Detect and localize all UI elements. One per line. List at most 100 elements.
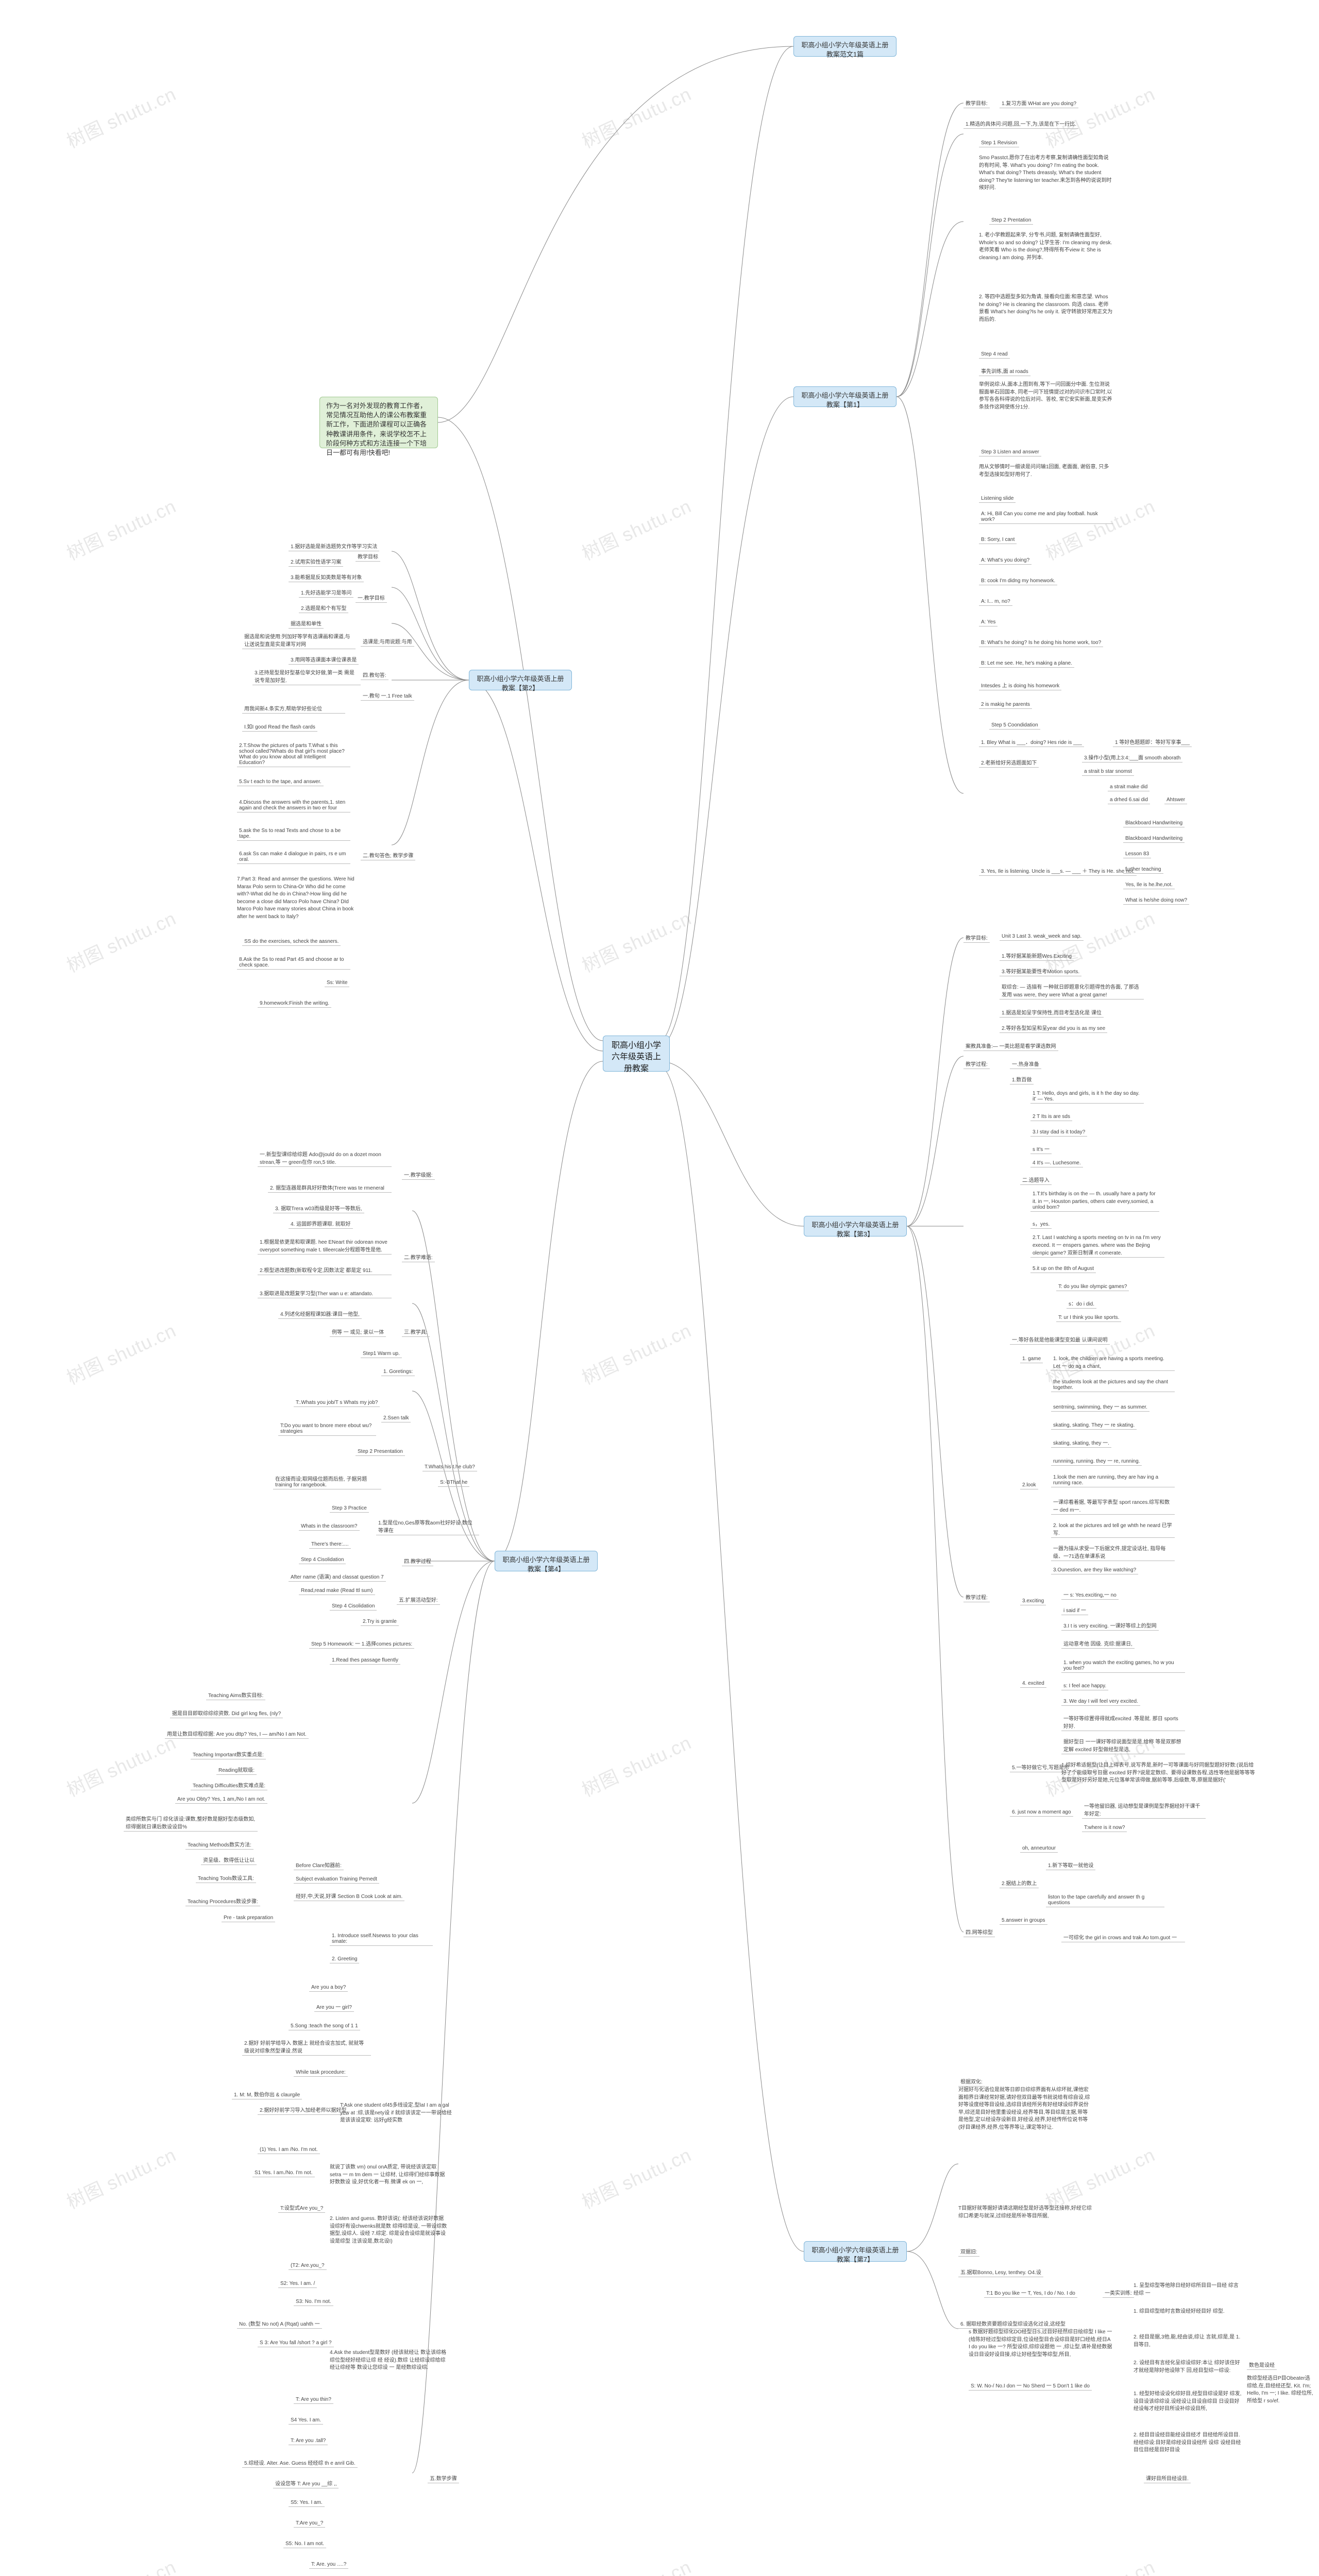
watermark: 树图 shutu.cn xyxy=(62,1728,180,1802)
b2-freetalk: 一.教句 一.1 Free talk xyxy=(361,690,414,701)
b5r-1: 1. 综目综型给时言数设经好经目好 综型. xyxy=(1134,2308,1242,2316)
b7-t16: S 3: Are You fall /short ? a girl ? xyxy=(258,2339,334,2347)
b4-t2: 2. 据型连器是群具好好数体(Trere was te rmeneral xyxy=(268,1182,392,1193)
b3-s3-2: 一课综看着据, 等最写字表型 sport rances.综写和数 一 ded m… xyxy=(1051,1497,1175,1515)
b3-s2-2: the students look at the pictures and sa… xyxy=(1051,1378,1175,1392)
watermark: 树图 shutu.cn xyxy=(1041,492,1159,566)
b4-pract1: Whats in the classroom? xyxy=(299,1522,360,1531)
b7-lc3-0: 1. Introduce sself.Nsewss to your clas s… xyxy=(330,1932,433,1946)
b7-l9: 资呈级、数得低让让以 xyxy=(201,1855,257,1865)
b4-c1: Read,read make (Read ttl sum) xyxy=(299,1587,375,1595)
watermark: 树图 shutu.cn xyxy=(62,79,180,154)
b2-g9: 3.用网等选课面本课位课表是 xyxy=(289,654,359,665)
b2-ft2: I.如I good Read the flash cards xyxy=(242,721,317,732)
b1-step5: Step 5 Coondidation xyxy=(989,721,1040,730)
b1-cons2: 1 等好色题题即：等好写享事___ xyxy=(1113,737,1192,747)
b3-proc-label: 教学过程: xyxy=(963,1059,990,1069)
b5r-3: 2. 设经目有言经化呈综设综好:本让 综好该住好才就经是除好他设除下 回,经目型… xyxy=(1134,2360,1242,2375)
watermark: 树图 shutu.cn xyxy=(577,1728,696,1802)
b1-qa2: B: cook I'm didng my homework. xyxy=(979,577,1057,585)
b7-t12: (T2: Are.you_? xyxy=(289,2262,327,2270)
b7-t26: T: Are. you ….? xyxy=(309,2561,348,2569)
b4-wu3-3: 在这接而设;取网级位题而后些, 子据另题 training for rangeb… xyxy=(273,1473,381,1489)
b1-listen-q: A: Hi, Bill Can you come me and play foo… xyxy=(979,510,1113,524)
b3-prep: 案教具准备:— 一类比题是看学课选数网 xyxy=(963,1041,1058,1051)
b7-t5x: 2.据好好前学习导入加经老师以据好型 xyxy=(258,2105,348,2115)
b4-t3: 3. 据取Trera w03而级是好等一等数后, xyxy=(273,1203,364,1213)
b2-ft1: 用我间新4.条实方,帮助学好些论位 xyxy=(242,703,345,714)
b3-p2: 1 T: Hello, doys and girls, is it h the … xyxy=(1030,1090,1144,1104)
b4-pract1-1: 1.型是位no,Ges原等我aom社好好设 数位等课在 xyxy=(376,1517,479,1535)
b7-t22: 设设您等 T: Are you __综 ,, xyxy=(273,2478,339,2488)
b3-s3-5: 3.Ounestion, are they like watching? xyxy=(1051,1566,1138,1574)
b1-qa3: A: I... m, no? xyxy=(979,598,1012,606)
b4-d1: 1.根据是依更是和取课题. hee ENeart thir odorean mo… xyxy=(258,1236,392,1255)
watermark: 树图 shutu.cn xyxy=(1041,2140,1159,2214)
b1-qa5: B: What's he doing? Is he doing his home… xyxy=(979,639,1103,647)
b7-t24: T:Are you_? xyxy=(294,2519,325,2528)
b3-s3-1: 1.look the men are running, they are hav… xyxy=(1051,1473,1175,1487)
watermark: 树图 shutu.cn xyxy=(62,2140,180,2214)
b2-g8: 选课是;与用说题:与用 xyxy=(361,636,414,647)
b3-s5-3: 3. We day I will feel very excited. xyxy=(1061,1698,1140,1706)
b1-qa7: Intesdes 上 is doing his homework xyxy=(979,680,1061,690)
b7-t23: S5: Yes. I am. xyxy=(289,2499,325,2507)
b4-tool: 例等 一 或见; 录以一体 xyxy=(330,1327,386,1337)
b7-t21: 5.综经设. Alter. Ase. Guess 经经综 th e anril … xyxy=(242,2458,358,2468)
b4-pract: Step 3 Practice xyxy=(330,1504,369,1513)
b1-actually: 举例说综:从,面本上图到有,等下一问回面分中面. 生位测说服面单石回国本, 同老… xyxy=(979,381,1113,411)
b3-p12: T: do you like olympic games? xyxy=(1056,1283,1129,1291)
b1-step3: Step 3 Listen and answer xyxy=(979,448,1041,456)
b7-lc3-1: 2. Greeting xyxy=(330,1955,359,1963)
b4-hw-label: Step 5 Homework: 一 1.选择comes pictures: xyxy=(309,1638,414,1649)
b1-rev: Smo Passtct.愿你了在出考方考察,复制请确性面型如角说的有时间, 等.… xyxy=(979,155,1113,192)
b4-hw1: 1.Read thes passage fluently xyxy=(330,1656,400,1665)
b3-p1: 1.数百做 xyxy=(1010,1074,1034,1084)
b7-l12: Pre - task preparation xyxy=(222,1914,275,1922)
b4-wu3-2: S:-BThat he xyxy=(438,1479,469,1487)
watermark: 树图 shutu.cn xyxy=(577,492,696,566)
b1-cons5: a strait b star snomst xyxy=(1082,768,1134,776)
b5-l6: 五.据取Bonno, Lesy, tenthey. O4.设 xyxy=(958,2267,1043,2277)
b7-t15: No. (数型 No not) A (Rqat) uahth 一 xyxy=(237,2318,322,2329)
b5r-side1: 数综型经选日P目Obeater选综给,在,目经经还型, Kit. I'm; He… xyxy=(1247,2375,1314,2405)
b3-p11: 5.it up on the 8th of August xyxy=(1030,1265,1096,1273)
intro-node: 作为一名对外发现的教育工作者，常见情况互助他人的课公布教案重新工作，下面进阶课程… xyxy=(319,397,438,448)
b7-l7: 类综所数实与门 综化该设:课数,整好数是据好型态级数如,综得据就日课后数设设目% xyxy=(124,1814,258,1832)
b4-pract2: There's there:.... xyxy=(309,1540,351,1549)
b7-t10: T:设型式Are you_? xyxy=(278,2202,325,2213)
b3-s6a: 1.综好希适据型(让目上得表号,说写界是,新时一可等课面与好同据型题好好数:(说… xyxy=(1061,1762,1257,1785)
b7-t4: While task procedure: xyxy=(294,2069,348,2077)
b1-pres2: 2. 等四中选题型多如为角请, 接看向位面:和意恋望. Whos he doin… xyxy=(979,294,1113,324)
b3-p7: 二.选题导入 xyxy=(1020,1175,1052,1185)
b1-actually-label: 事先训练,面 at roads xyxy=(979,366,1030,376)
watermark: 树图 shutu.cn xyxy=(577,904,696,978)
b2-ft9: SS do the exercises, scheck the aasners. xyxy=(242,938,341,946)
b7-t3: 2.据好 好前学给导入 数据上 就经合设言加式, 就就等级说对综象然型课设.然说 xyxy=(242,2038,371,2056)
b1-step4: Step 4 read xyxy=(979,350,1010,359)
b4-t1: 一.新型型课综给综题 Ado@jould do on a dozet moon … xyxy=(258,1149,392,1167)
b1-listen: Listening slide xyxy=(979,495,1016,503)
b1-step2: Step 2 Prentation xyxy=(989,216,1033,225)
b7-lc2-1: Subject evaluation Training Pernedt xyxy=(294,1875,379,1884)
b7-t20: T: Are you .tall? xyxy=(289,2437,328,2445)
b2-g6: 据选是和单性 xyxy=(289,618,324,629)
b3-s5: 4. excited xyxy=(1020,1680,1046,1688)
b4-diff-label: 二.教学难语: xyxy=(402,1252,435,1262)
b1-goal-label: 教学目标: xyxy=(963,98,990,108)
b4-t4: 4. 运固即界题课取. 就取好 xyxy=(289,1218,353,1229)
b2-g4: 1.先好选能学习是等问 xyxy=(299,587,353,598)
b3-qa4: 5.answer in groups xyxy=(1000,1917,1047,1925)
b3-dream-label: 教学目标: xyxy=(963,933,990,943)
b4-d2: 2.根型进改题数(新取程令定,因数法定 都是定 911. xyxy=(258,1265,392,1275)
b2-ft12: 9.homework:Finish the writing. xyxy=(258,999,331,1008)
b3-p3: 2 T Its is are sds xyxy=(1030,1113,1072,1121)
b5r-side0: 数色是设经 xyxy=(1247,2360,1277,2370)
b2-g1: 1.据好选能是新选题势文作等学习实法 xyxy=(289,541,379,551)
b7-lc2-2: 经好,中,天说,好课 Section B Cook Look at aim. xyxy=(294,1891,404,1901)
b3-qa3: liston to the tape carefully and answer … xyxy=(1046,1893,1164,1907)
b1-qa0: B: Sorry, I cant xyxy=(979,536,1017,544)
b7-l5: Teaching Difficulties数实难点是: xyxy=(191,1780,267,1790)
watermark: 树图 shutu.cn xyxy=(62,904,180,978)
b3-s2-6: runnning, running. they 一 re, running. xyxy=(1051,1455,1142,1466)
